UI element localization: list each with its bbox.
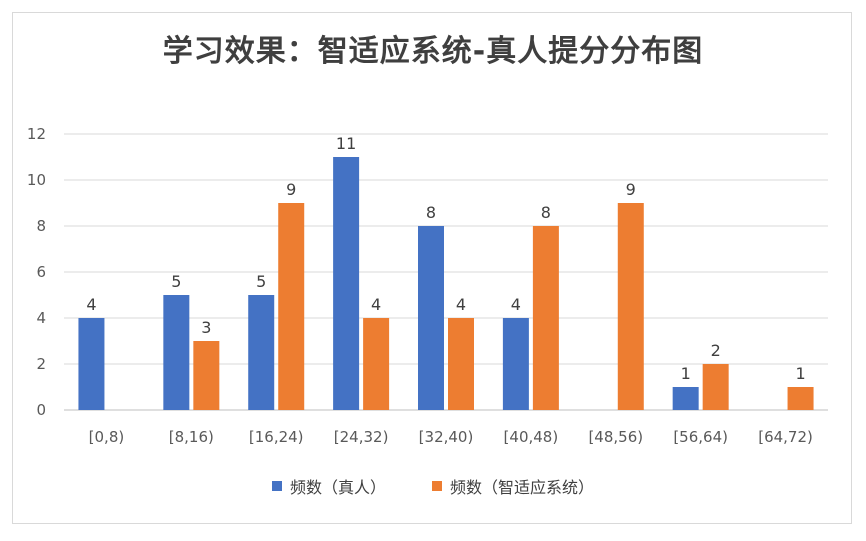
bar-data-label: 4 bbox=[371, 295, 381, 314]
bar-data-label: 4 bbox=[456, 295, 466, 314]
bars bbox=[78, 157, 814, 410]
gridlines bbox=[64, 133, 828, 411]
bar-data-label: 9 bbox=[286, 180, 296, 199]
bar-adaptive-system bbox=[448, 318, 474, 410]
y-tick-label: 2 bbox=[36, 355, 46, 373]
bar-real-person bbox=[248, 295, 275, 410]
chart-title: 学习效果：智适应系统-真人提分分布图 bbox=[162, 34, 704, 69]
bar-data-label: 4 bbox=[86, 295, 96, 314]
bar-data-labels: 4 5 3 5 9 11 4 8 4 4 8 9 1 2 1 bbox=[86, 134, 805, 383]
bar-data-label: 3 bbox=[201, 318, 211, 337]
legend-label-adaptive-system: 频数（智适应系统） bbox=[450, 478, 595, 497]
legend-item-adaptive-system: 频数（智适应系统） bbox=[432, 474, 594, 498]
bar-data-label: 1 bbox=[795, 364, 805, 383]
bar-real-person bbox=[333, 157, 360, 410]
bar-real-person bbox=[502, 318, 529, 410]
y-tick-label: 10 bbox=[27, 171, 46, 189]
bar-data-label: 4 bbox=[511, 295, 521, 314]
x-tick-label: [56,64) bbox=[673, 428, 728, 446]
bar-real-person bbox=[672, 387, 699, 410]
legend-swatch-real-person bbox=[271, 481, 282, 491]
bar-data-label: 8 bbox=[426, 203, 436, 222]
legend-label-real-person: 频数（真人） bbox=[289, 478, 386, 497]
legend: 频数（真人） 频数（智适应系统） bbox=[0, 474, 866, 498]
bar-data-label: 5 bbox=[256, 272, 266, 291]
x-tick-label: [8,16) bbox=[169, 428, 214, 446]
y-tick-label: 0 bbox=[36, 401, 46, 419]
bar-data-label: 2 bbox=[711, 341, 721, 360]
x-tick-label: [0,8) bbox=[89, 428, 125, 446]
x-tick-label: [48,56) bbox=[588, 428, 643, 446]
x-tick-label: [16,24) bbox=[249, 428, 304, 446]
y-tick-label: 8 bbox=[36, 217, 46, 235]
bar-data-label: 8 bbox=[541, 203, 551, 222]
bar-adaptive-system bbox=[193, 341, 220, 410]
legend-item-real-person: 频数（真人） bbox=[271, 474, 386, 498]
bar-real-person bbox=[78, 318, 105, 410]
bar-adaptive-system bbox=[617, 203, 644, 410]
bar-adaptive-system bbox=[532, 226, 559, 410]
x-axis-ticks: [0,8) [8,16) [16,24) [24,32) [32,40) [40,48) [… bbox=[89, 428, 813, 446]
y-tick-label: 4 bbox=[36, 309, 46, 327]
x-tick-label: [32,40) bbox=[419, 428, 474, 446]
x-tick-label: [24,32) bbox=[334, 428, 389, 446]
legend-swatch-adaptive-system bbox=[432, 481, 442, 491]
bar-adaptive-system bbox=[702, 364, 729, 410]
bar-adaptive-system bbox=[278, 203, 305, 410]
bar-adaptive-system bbox=[787, 387, 814, 410]
x-tick-label: [40,48) bbox=[504, 428, 559, 446]
bar-data-label: 1 bbox=[681, 364, 691, 383]
y-tick-label: 6 bbox=[36, 263, 46, 281]
bar-data-label: 9 bbox=[626, 180, 636, 199]
bar-data-label: 11 bbox=[336, 134, 356, 153]
y-axis-ticks: 0 2 4 6 8 10 12 bbox=[27, 125, 46, 419]
bar-data-label: 5 bbox=[171, 272, 181, 291]
bar-adaptive-system bbox=[363, 318, 390, 410]
bar-real-person bbox=[418, 226, 444, 410]
bar-real-person bbox=[163, 295, 190, 410]
x-tick-label: [64,72) bbox=[758, 428, 813, 446]
y-tick-label: 12 bbox=[27, 125, 46, 143]
